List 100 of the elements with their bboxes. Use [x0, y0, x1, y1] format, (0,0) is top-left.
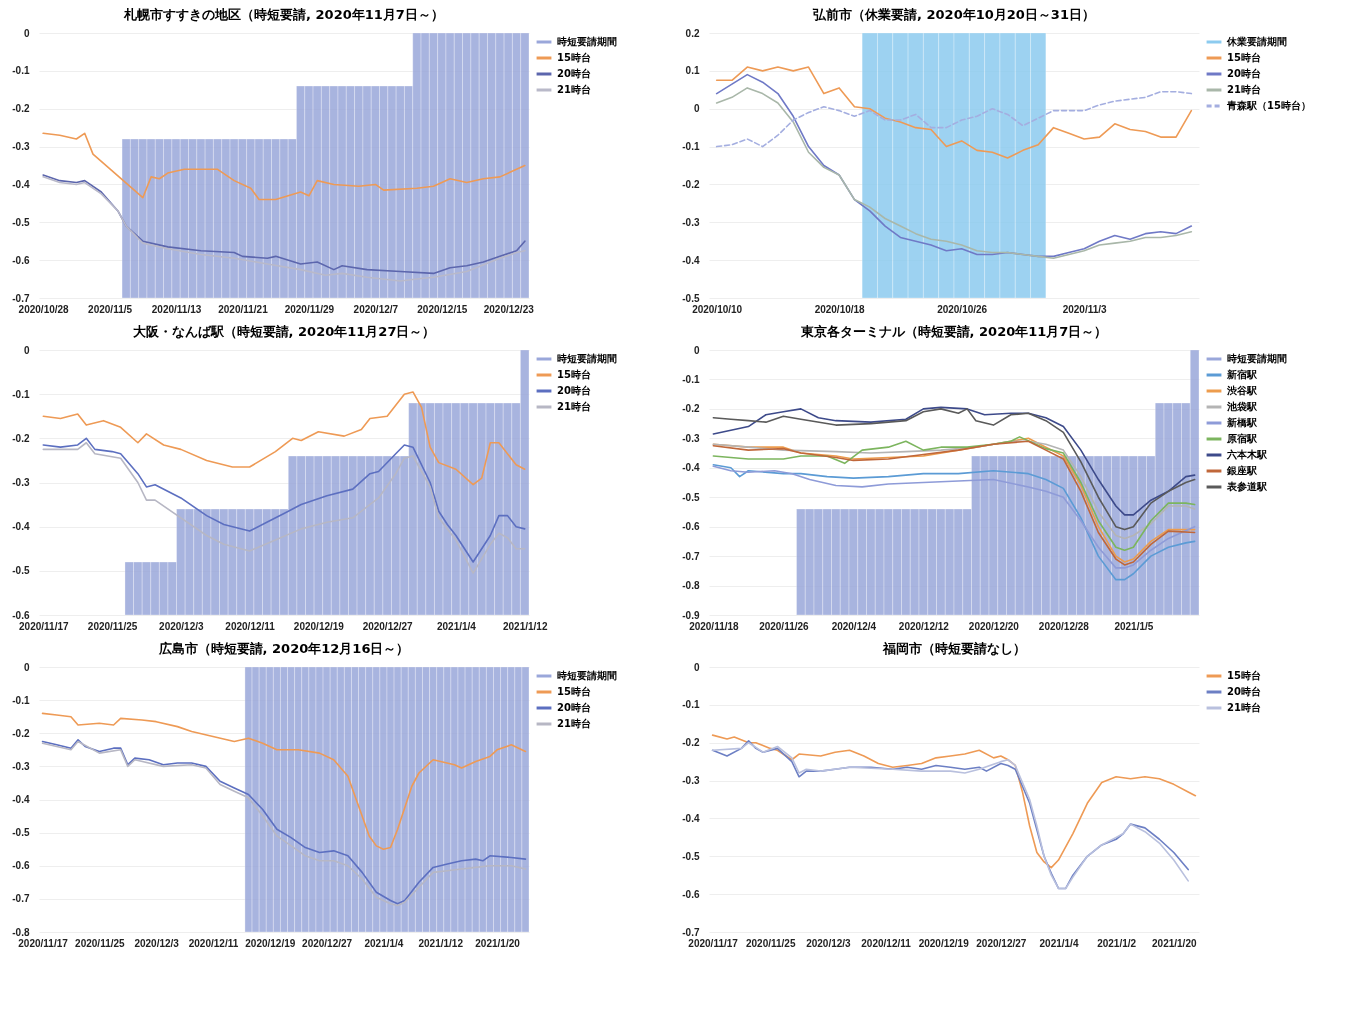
y-tick-label: -0.1	[682, 141, 700, 153]
line-series	[41, 712, 527, 850]
x-tick-label: 2020/10/10	[692, 303, 743, 315]
y-tick-label: 0	[693, 103, 700, 115]
x-tick-label: 2020/12/27	[362, 620, 414, 632]
x-tick-label: 2021/1/12	[502, 620, 548, 632]
x-tick-label: 2020/10/26	[937, 303, 988, 315]
legend-label: 21時台	[557, 84, 591, 95]
x-tick-label: 2020/11/13	[151, 303, 202, 315]
x-tick-label: 2020/12/4	[831, 620, 877, 632]
x-tick-label: 2020/12/20	[968, 620, 1020, 632]
x-tick-label: 2020/12/3	[134, 937, 180, 949]
x-tick-label: 2020/11/29	[284, 303, 335, 315]
y-tick-label: 0.2	[685, 27, 700, 39]
legend-label: 21時台	[1227, 702, 1261, 713]
x-tick-label: 2020/11/17	[18, 937, 69, 949]
legend-label: 休業要請期間	[1226, 36, 1287, 47]
x-tick-label: 2020/12/27	[976, 937, 1027, 949]
y-tick-label: -0.2	[12, 103, 30, 115]
x-tick-label: 2020/10/28	[18, 303, 70, 315]
y-tick-label: -0.1	[682, 699, 700, 711]
legend-label: 表参道駅	[1226, 481, 1268, 492]
legend-label: 新橋駅	[1226, 417, 1258, 428]
x-tick-label: 2020/12/11	[225, 620, 276, 632]
y-tick-label: -0.4	[12, 794, 30, 805]
legend-label: 20時台	[1227, 686, 1261, 697]
legend-label: 六本木駅	[1226, 449, 1268, 460]
legend-label: 銀座駅	[1226, 465, 1258, 476]
x-tick-label: 2020/12/12	[898, 620, 950, 632]
x-tick-label: 2020/12/19	[245, 937, 296, 949]
x-tick-label: 2020/12/19	[918, 937, 970, 949]
y-tick-label: 0	[23, 661, 30, 673]
y-tick-label: -0.2	[682, 737, 700, 749]
y-tick-label: -0.2	[12, 432, 30, 444]
y-tick-label: -0.6	[682, 888, 700, 900]
x-tick-label: 2020/11/25	[87, 620, 138, 632]
y-tick-label: -0.2	[12, 727, 30, 739]
x-tick-label: 2020/12/23	[483, 303, 535, 315]
y-tick-label: -0.5	[682, 850, 700, 862]
y-tick-label: -0.8	[682, 580, 700, 592]
y-tick-label: -0.1	[12, 694, 30, 706]
y-tick-label: -0.8	[12, 926, 30, 938]
legend-label: 15時台	[557, 686, 591, 697]
y-tick-label: -0.7	[682, 926, 700, 938]
legend-label: 15時台	[1227, 52, 1261, 63]
y-tick-label: -0.5	[682, 491, 700, 503]
y-tick-label: -0.1	[12, 65, 30, 77]
y-tick-label: 0.1	[685, 65, 700, 77]
x-tick-label: 2020/11/26	[759, 620, 810, 632]
y-tick-label: -0.6	[12, 860, 30, 872]
legend-label: 時短要請期間	[1227, 353, 1287, 364]
y-tick-label: 0	[693, 661, 700, 673]
x-tick-label: 2021/1/4	[1039, 937, 1079, 949]
legend-label: 15時台	[1227, 670, 1261, 681]
x-tick-label: 2021/1/5	[1114, 620, 1154, 632]
chart-title: 広島市（時短要請, 2020年12月16日～）	[157, 641, 410, 656]
x-tick-label: 2020/10/18	[814, 303, 866, 315]
line-series	[42, 391, 526, 486]
x-tick-label: 2021/1/4	[364, 937, 404, 949]
y-tick-label: -0.3	[682, 775, 700, 787]
legend-label: 渋谷駅	[1226, 385, 1258, 396]
y-tick-label: 0	[23, 27, 30, 39]
x-tick-label: 2020/11/25	[746, 937, 796, 949]
legend-label: 池袋駅	[1226, 401, 1258, 412]
legend-label: 時短要請期間	[557, 353, 617, 364]
x-tick-label: 2020/12/19	[293, 620, 345, 632]
y-tick-label: -0.4	[682, 254, 700, 266]
y-tick-label: -0.3	[12, 477, 30, 488]
x-tick-label: 2020/12/3	[159, 620, 205, 632]
y-tick-label: -0.5	[12, 827, 30, 839]
y-tick-label: -0.5	[12, 216, 30, 228]
y-tick-label: -0.7	[12, 893, 30, 905]
legend-label: 21時台	[557, 718, 591, 729]
x-tick-label: 2020/12/28	[1038, 620, 1090, 632]
legend-label: 原宿駅	[1226, 433, 1258, 444]
y-tick-label: -0.6	[12, 254, 30, 266]
line-series	[711, 734, 1197, 869]
y-tick-label: -0.7	[12, 292, 30, 304]
y-tick-label: -0.5	[12, 565, 30, 577]
legend-label: 20時台	[557, 385, 591, 396]
x-tick-label: 2020/11/3	[1062, 303, 1108, 315]
legend-label: 20時台	[557, 68, 591, 79]
y-tick-label: -0.4	[682, 812, 700, 824]
y-tick-label: -0.5	[682, 292, 700, 304]
y-tick-label: -0.2	[682, 178, 700, 190]
x-tick-label: 2020/11/18	[689, 620, 740, 632]
y-tick-label: -0.1	[12, 388, 30, 400]
x-tick-label: 2020/11/17	[688, 937, 739, 949]
y-tick-label: -0.3	[682, 216, 700, 228]
x-tick-label: 2020/12/3	[806, 937, 852, 949]
y-tick-label: -0.3	[12, 760, 30, 772]
x-tick-label: 2021/1/2	[1097, 937, 1137, 949]
x-tick-label: 2020/12/15	[417, 303, 468, 315]
legend-label: 時短要請期間	[557, 670, 617, 681]
x-tick-label: 2021/1/4	[436, 620, 477, 632]
x-tick-label: 2020/12/11	[188, 937, 239, 949]
x-tick-label: 2021/1/20	[475, 937, 521, 949]
chart-title: 東京各ターミナル（時短要請, 2020年11月7日～）	[799, 324, 1108, 339]
chart-title: 福岡市（時短要請なし）	[881, 641, 1026, 656]
x-tick-label: 2021/1/12	[418, 937, 464, 949]
